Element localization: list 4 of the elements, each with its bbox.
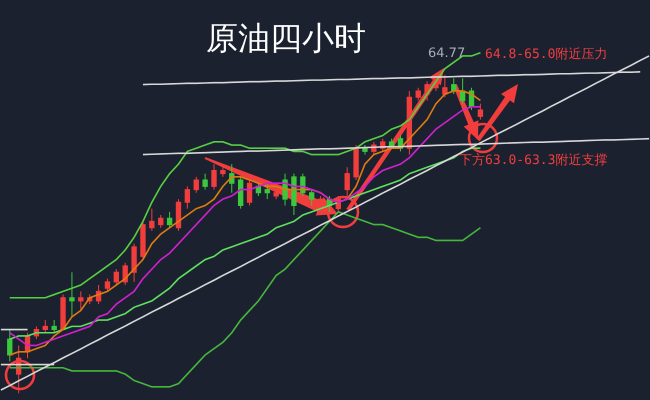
chart-title: 原油四小时 [206,20,366,56]
annotation: 下方63.0-63.3附近支撑 [459,152,608,168]
annotation: 64.77 [428,46,466,61]
text: 64.8-65.0附近压力 [485,47,608,62]
